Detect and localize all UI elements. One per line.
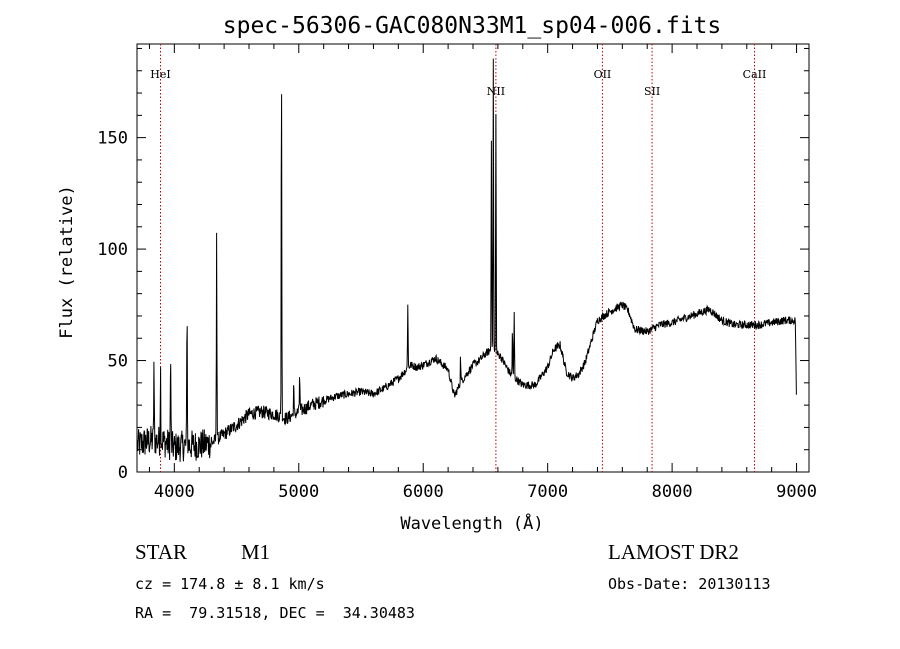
x-tick-label: 5000 (278, 482, 319, 502)
reference-line-label: CaII (743, 68, 767, 81)
y-tick-label: 50 (108, 352, 128, 372)
y-axis-label: Flux (relative) (57, 185, 77, 339)
x-tick-label: 7000 (527, 482, 568, 502)
y-tick-label: 0 (118, 463, 128, 483)
object-class: STAR (135, 540, 187, 564)
observation-date: Obs-Date: 20130113 (608, 575, 771, 593)
y-tick-label: 100 (97, 240, 128, 260)
reference-line-label: SII (644, 85, 660, 98)
x-tick-label: 9000 (776, 482, 817, 502)
chart-title: spec-56306-GAC080N33M1_sp04-006.fits (223, 13, 722, 39)
y-axis: 0 50 100 150 (97, 47, 809, 483)
plot-frame (136, 43, 810, 473)
reference-line-label: NII (487, 85, 505, 98)
x-tick-label: 6000 (403, 482, 444, 502)
y-tick-label: 150 (97, 129, 128, 149)
reference-line-label: OII (594, 68, 612, 81)
x-axis-label: Wavelength (Å) (400, 512, 543, 534)
survey-name: LAMOST DR2 (608, 540, 739, 564)
x-tick-label: 4000 (154, 482, 195, 502)
x-tick-label: 8000 (652, 482, 693, 502)
reference-lines: HeI NII OII SII CaII (150, 44, 766, 472)
x-axis: 4000 5000 6000 7000 8000 9000 (148, 44, 817, 502)
redshift-velocity: cz = 174.8 ± 8.1 km/s (135, 575, 325, 593)
coordinates: RA = 79.31518, DEC = 34.30483 (135, 604, 415, 622)
reference-line-label: HeI (150, 68, 170, 81)
spectrum-line (137, 58, 797, 462)
object-subclass: M1 (241, 540, 271, 564)
